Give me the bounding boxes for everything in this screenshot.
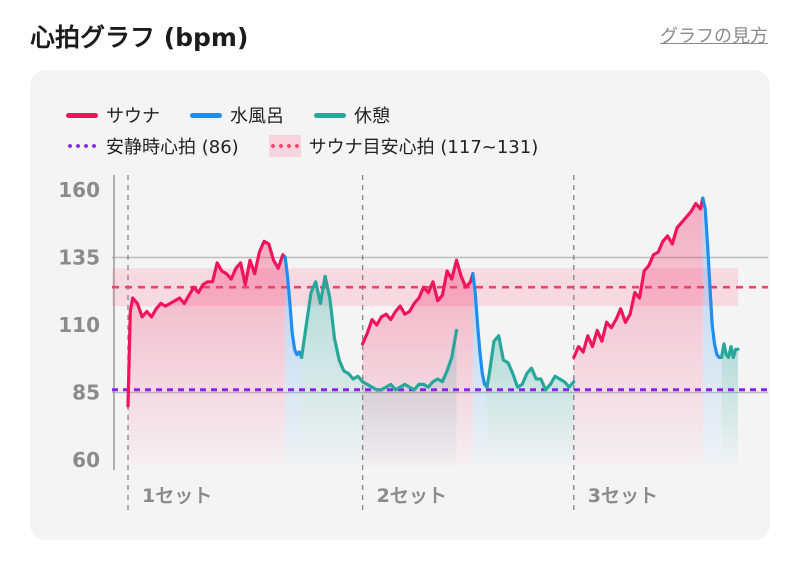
chart-card: サウナ 水風呂 休憩 安静時心拍 (86) サウナ目安心拍 (117~131) …: [30, 70, 770, 540]
legend-swatch-resting-hr: [66, 144, 98, 148]
legend-label-rest: 休憩: [354, 106, 390, 127]
rest-area: [487, 335, 574, 465]
heart-rate-chart: 60 85 110 135 160 1セット 2セット 3セット: [58, 175, 768, 510]
y-tick-label: 160: [58, 178, 100, 202]
set-label: 2セット: [377, 485, 447, 507]
rest-area: [721, 343, 738, 465]
rest-line: [300, 274, 459, 392]
legend-row-series: サウナ 水風呂 休憩: [66, 102, 420, 128]
legend-swatch-water-bath: [190, 112, 222, 118]
legend-label-resting-hr: 安静時心拍 (86): [106, 137, 239, 158]
legend-label-water-bath: 水風呂: [230, 106, 284, 127]
water_bath-line: [283, 255, 304, 359]
y-tick-label: 85: [72, 381, 100, 405]
legend-item-sauna: サウナ: [66, 102, 160, 128]
y-tick-label: 110: [58, 313, 100, 337]
set-label: 1セット: [142, 485, 212, 507]
legend-item-resting-hr: 安静時心拍 (86): [66, 133, 239, 159]
rest-line: [485, 334, 576, 392]
y-tick-label: 135: [58, 246, 100, 270]
sauna-line: [572, 196, 705, 359]
water_bath-line: [471, 272, 489, 389]
legend-item-target-hr: サウナ目安心拍 (117~131): [268, 133, 539, 159]
legend-label-target-hr: サウナ目安心拍 (117~131): [308, 137, 539, 158]
sauna-line: [361, 258, 475, 346]
legend-row-reference: 安静時心拍 (86) サウナ目安心拍 (117~131): [66, 133, 568, 159]
legend-item-rest: 休憩: [314, 102, 390, 128]
sauna-line: [126, 239, 287, 408]
rest-line: [720, 342, 740, 359]
chart-title: 心拍グラフ (bpm): [30, 23, 249, 52]
legend-item-water-bath: 水風呂: [190, 102, 284, 128]
sauna-area: [128, 241, 286, 465]
water_bath-line: [701, 196, 724, 359]
sauna-area: [573, 198, 703, 465]
y-tick-label: 60: [72, 448, 100, 472]
legend-swatch-sauna: [66, 112, 98, 118]
legend-swatch-rest: [314, 112, 346, 118]
rest-area: [301, 276, 457, 465]
help-link[interactable]: グラフの見方: [660, 26, 768, 47]
legend-label-sauna: サウナ: [106, 106, 160, 127]
legend-swatch-target-hr: [268, 135, 301, 157]
set-label: 3セット: [588, 485, 658, 507]
